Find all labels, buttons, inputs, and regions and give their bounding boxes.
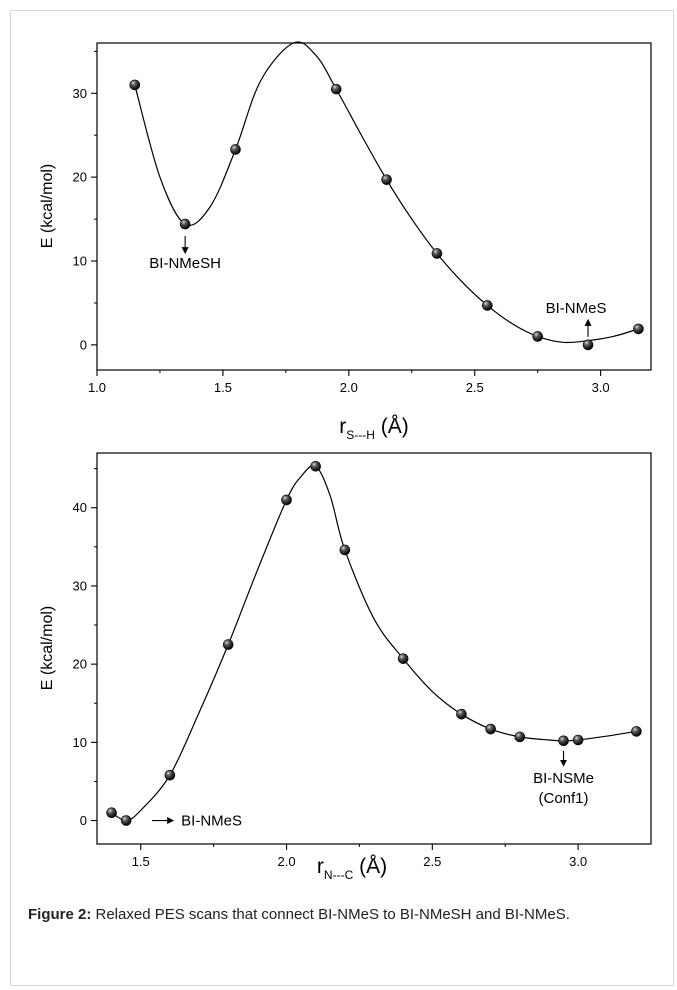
- y-axis-label-top: E (kcal/mol): [39, 164, 56, 248]
- x-axis-label-bottom: rN---C (Å): [317, 855, 387, 882]
- y-tick-label-top: 20: [73, 170, 87, 185]
- data-point-bottom: [339, 544, 351, 556]
- caption-text: Relaxed PES scans that connect BI-NMeS t…: [91, 906, 570, 923]
- data-point-top: [330, 83, 342, 95]
- x-ticks-top: 1.0 1.5 2.0 2.5 3.0: [88, 370, 610, 395]
- data-points-top: [129, 79, 644, 351]
- data-point-bottom: [310, 460, 321, 472]
- data-point-bottom: [281, 494, 292, 506]
- annotation-label-top: BI-NMeS: [546, 300, 607, 317]
- data-point-bottom: [456, 708, 467, 720]
- x-tick-label-bottom: 2.0: [277, 854, 295, 869]
- annotations-bottom: BI-NMeS BI-NSMe (Conf1): [152, 750, 594, 830]
- data-points-bottom: [106, 460, 642, 826]
- data-point-bottom: [222, 639, 234, 650]
- figure-frame: [10, 10, 674, 986]
- data-point-top: [129, 79, 141, 91]
- data-point-top: [381, 174, 392, 185]
- y-tick-label-top: 0: [80, 337, 87, 352]
- fit-curve-bottom: [111, 464, 637, 822]
- x-tick-label-top: 3.0: [592, 380, 610, 395]
- x-axis-label-r-top: r: [339, 415, 346, 438]
- plot-area-top: [96, 42, 652, 371]
- x-ticks-bottom: 1.5 2.0 2.5 3.0: [132, 844, 587, 869]
- x-axis-label-sub-top: S---H: [346, 428, 375, 442]
- figure-caption: Figure 2: Relaxed PES scans that connect…: [28, 904, 664, 926]
- data-point-bottom: [106, 807, 117, 819]
- plot-area-bottom: [96, 452, 652, 845]
- data-point-top: [179, 218, 191, 230]
- y-tick-label-bottom: 0: [80, 813, 87, 828]
- y-axis-label-bottom: E (kcal/mol): [39, 606, 56, 690]
- data-point-bottom: [572, 734, 584, 746]
- data-point-bottom: [120, 815, 132, 826]
- x-tick-label-bottom: 2.5: [423, 854, 441, 869]
- caption-label: Figure 2:: [28, 906, 92, 923]
- x-tick-label-top: 2.5: [466, 380, 484, 395]
- y-tick-label-bottom: 30: [73, 578, 87, 593]
- annotation-label-bottom: BI-NMeS: [181, 813, 242, 830]
- data-point-bottom: [397, 653, 409, 664]
- annotations-top: BI-NMeSH BI-NMeS: [149, 236, 606, 337]
- x-axis-label-unit-top: (Å): [375, 415, 409, 438]
- y-ticks-top: 0 10 20 30: [73, 50, 97, 352]
- x-tick-label-top: 1.5: [214, 380, 232, 395]
- figure-charts: 1.0 1.5 2.0 2.5 3.0 0 10 20 30 BI-NMeSH BI-NMeS …: [39, 41, 652, 882]
- x-tick-label-top: 2.0: [340, 380, 358, 395]
- data-point-top: [431, 248, 443, 259]
- data-point-bottom: [558, 735, 569, 747]
- x-tick-label-bottom: 1.5: [132, 854, 150, 869]
- y-tick-label-top: 10: [73, 254, 87, 269]
- data-point-bottom: [631, 726, 642, 737]
- x-tick-label-top: 1.0: [88, 380, 106, 395]
- data-point-bottom: [514, 731, 526, 743]
- y-tick-label-bottom: 40: [73, 500, 87, 515]
- data-point-top: [532, 331, 543, 342]
- y-ticks-bottom: 0 10 20 30 40: [73, 468, 97, 828]
- annotation-label-bottom: BI-NSMe: [533, 770, 594, 787]
- chart-bottom: 1.5 2.0 2.5 3.0 0 10 20 30 40 BI-NMeS BI-NSMe (Co…: [39, 452, 652, 882]
- data-point-bottom: [164, 769, 176, 781]
- fit-curve-top: [134, 41, 639, 344]
- x-axis-label-r-bottom: r: [317, 855, 324, 878]
- data-point-top: [482, 300, 493, 311]
- x-axis-label-top: rS---H (Å): [339, 415, 409, 442]
- data-point-bottom: [485, 723, 496, 735]
- data-point-top: [582, 339, 594, 351]
- y-tick-label-bottom: 10: [73, 735, 87, 750]
- x-axis-label-unit-bottom: (Å): [353, 855, 387, 878]
- x-tick-label-bottom: 3.0: [569, 854, 587, 869]
- annotation-label-2-bottom: (Conf1): [539, 790, 589, 807]
- annotation-label-top: BI-NMeSH: [149, 255, 221, 272]
- data-point-top: [633, 323, 644, 335]
- data-point-top: [230, 144, 241, 155]
- y-tick-label-bottom: 20: [73, 657, 87, 672]
- x-axis-label-sub-bottom: N---C: [324, 868, 354, 882]
- y-tick-label-top: 30: [73, 86, 87, 101]
